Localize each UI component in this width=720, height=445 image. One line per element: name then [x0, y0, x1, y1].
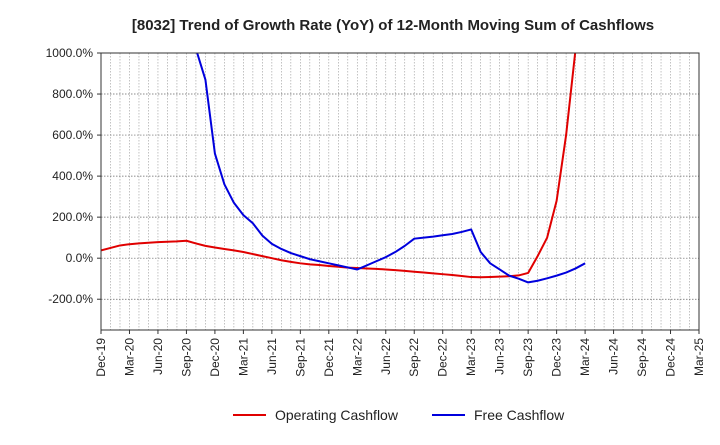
- x-tick-label: Sep-21: [293, 338, 307, 377]
- x-tick-label: Jun-24: [607, 338, 621, 375]
- x-tick-label: Sep-23: [521, 338, 535, 377]
- legend-label: Operating Cashflow: [275, 407, 399, 423]
- y-tick-label: 400.0%: [52, 169, 93, 183]
- x-axis: Dec-19 Mar-20 Jun-20 Sep-20 Dec-20 Mar-21 Jun-…: [94, 330, 706, 377]
- chart-title: [8032] Trend of Growth Rate (YoY) of 12-…: [132, 17, 654, 34]
- y-tick-label: 200.0%: [52, 210, 93, 224]
- y-tick-label: -200.0%: [48, 292, 93, 306]
- plot-area: [101, 53, 699, 330]
- plot-frame: [100, 52, 700, 331]
- x-tick-label: Dec-22: [436, 338, 450, 377]
- x-tick-label: Mar-25: [692, 338, 706, 376]
- x-tick-label: Jun-21: [265, 338, 279, 375]
- x-tick-label: Mar-24: [578, 338, 592, 376]
- series-line-free-cashflow: [196, 53, 586, 284]
- x-tick-label: Mar-20: [122, 338, 136, 376]
- x-tick-label: Dec-21: [322, 338, 336, 377]
- x-tick-label: Sep-22: [407, 338, 421, 377]
- x-tick-label: Dec-20: [208, 338, 222, 377]
- x-tick-label: Jun-22: [379, 338, 393, 375]
- x-tick-label: Mar-22: [350, 338, 364, 376]
- x-tick-label: Dec-23: [550, 338, 564, 377]
- legend-label: Free Cashflow: [474, 407, 565, 423]
- y-tick-label: 1000.0%: [46, 46, 94, 60]
- y-axis: 1000.0% 800.0% 600.0% 400.0% 200.0% 0.0% -200.…: [46, 46, 101, 306]
- x-tick-label: Mar-23: [464, 338, 478, 376]
- y-tick-label: 0.0%: [66, 251, 94, 265]
- x-tick-label: Jun-23: [493, 338, 507, 375]
- series-layer: [101, 53, 586, 284]
- x-tick-label: Mar-21: [236, 338, 250, 376]
- x-tick-label: Sep-20: [179, 338, 193, 377]
- x-tick-label: Sep-24: [635, 338, 649, 377]
- series-line-operating-cashflow: [101, 53, 577, 279]
- x-tick-label: Jun-20: [151, 338, 165, 375]
- y-tick-label: 600.0%: [52, 128, 93, 142]
- x-tick-label: Dec-24: [664, 338, 678, 377]
- x-tick-label: Dec-19: [94, 338, 108, 377]
- grid-layer: [101, 52, 699, 330]
- y-tick-label: 800.0%: [52, 87, 93, 101]
- legend: Operating Cashflow Free Cashflow: [233, 407, 565, 423]
